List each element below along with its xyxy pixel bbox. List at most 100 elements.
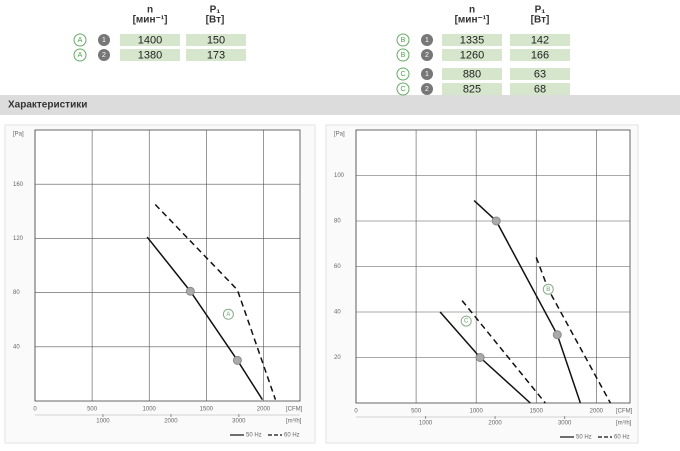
operating-point [232, 355, 242, 365]
curve [461, 300, 546, 404]
curve-label-ring [460, 315, 472, 327]
x-tick-label: 2000 [257, 407, 271, 413]
value-cell [186, 34, 246, 46]
x2-tick-label: 3000 [558, 421, 572, 427]
legend-label: 50 Hz [576, 435, 592, 441]
value-cell [510, 83, 570, 95]
operating-point [552, 330, 562, 340]
step-badge [421, 49, 433, 61]
curve-badge [73, 48, 87, 62]
x-tick-label: 1000 [143, 407, 157, 413]
value-text: 166 [531, 49, 549, 61]
column-header: [мин⁻¹] [133, 15, 168, 26]
y-unit: [Pa] [13, 132, 24, 138]
x-tick-label: 1000 [469, 409, 483, 415]
value-cell [510, 34, 570, 46]
y-tick-label: 20 [334, 355, 341, 361]
value-text: 150 [207, 34, 225, 46]
x2-tick-label: 2000 [488, 421, 502, 427]
section-title: Характеристики [8, 100, 87, 111]
y-tick-label: 100 [334, 173, 345, 179]
value-cell [186, 49, 246, 61]
value-text: 825 [463, 83, 481, 95]
value-cell [442, 34, 502, 46]
step-number: 1 [425, 37, 429, 44]
curve-label-ring [222, 308, 234, 320]
step-number: 2 [425, 52, 429, 59]
step-number: 2 [425, 86, 429, 93]
curve-label: B [546, 287, 550, 293]
x-unit: [CFM] [616, 409, 633, 415]
curve-letter: A [78, 37, 83, 44]
value-cell [442, 68, 502, 80]
curve-badge [396, 82, 410, 96]
value-text: 1260 [460, 49, 484, 61]
curve-badge [396, 48, 410, 62]
x-tick-label: 0 [354, 409, 358, 415]
legend-label: 60 Hz [614, 435, 630, 441]
section-bar [0, 95, 680, 115]
y-tick-label: 160 [13, 182, 24, 188]
value-cell [510, 49, 570, 61]
value-cell [120, 49, 180, 61]
x2-unit: [m³/h] [616, 421, 632, 427]
step-badge [98, 49, 110, 61]
step-badge [421, 68, 433, 80]
value-text: 68 [534, 83, 546, 95]
curve-badge [396, 67, 410, 81]
curve [146, 236, 264, 401]
column-header: P₁ [210, 5, 221, 16]
curve-label: A [226, 312, 230, 318]
step-badge [421, 34, 433, 46]
x2-unit: [m³/h] [286, 419, 302, 425]
column-header: P₁ [535, 5, 546, 16]
curve-badge [396, 33, 410, 47]
x2-tick-label: 1000 [419, 421, 433, 427]
curve-label-ring [542, 283, 554, 295]
curve-letter: B [401, 52, 406, 59]
step-number: 1 [425, 71, 429, 78]
column-header: [Вт] [531, 15, 550, 26]
value-text: 1380 [138, 49, 162, 61]
x-unit: [CFM] [286, 407, 303, 413]
value-text: 880 [463, 68, 481, 80]
curve-letter: B [401, 37, 406, 44]
column-header: [мин⁻¹] [455, 15, 490, 26]
value-cell [442, 83, 502, 95]
x-tick-label: 500 [411, 409, 422, 415]
x-tick-label: 0 [33, 407, 37, 413]
x2-tick-label: 3000 [232, 419, 246, 425]
legend-label: 60 Hz [284, 433, 300, 439]
curve-badge [73, 33, 87, 47]
operating-point [475, 353, 485, 362]
column-header: n [469, 5, 475, 16]
curve-letter: A [78, 52, 83, 59]
y-tick-label: 60 [334, 264, 341, 270]
x-tick-label: 2000 [590, 409, 604, 415]
curve [154, 204, 277, 400]
x2-tick-label: 1000 [96, 419, 110, 425]
value-cell [442, 49, 502, 61]
value-text: 1400 [138, 34, 162, 46]
x2-tick-label: 2000 [164, 419, 178, 425]
value-cell [120, 34, 180, 46]
step-number: 2 [102, 52, 106, 59]
curve-letter: C [400, 86, 405, 93]
operating-point [185, 286, 195, 296]
column-header: n [147, 5, 153, 16]
value-text: 1335 [460, 34, 484, 46]
value-text: 63 [534, 68, 546, 80]
y-tick-label: 80 [13, 290, 20, 296]
step-number: 1 [102, 37, 106, 44]
curve [473, 199, 582, 404]
step-badge [421, 83, 433, 95]
value-text: 173 [207, 49, 225, 61]
y-tick-label: 120 [13, 236, 24, 242]
value-cell [510, 68, 570, 80]
y-tick-label: 80 [334, 219, 341, 225]
y-tick-label: 40 [13, 344, 20, 350]
curve-letter: C [400, 71, 405, 78]
plot-area [34, 129, 301, 402]
